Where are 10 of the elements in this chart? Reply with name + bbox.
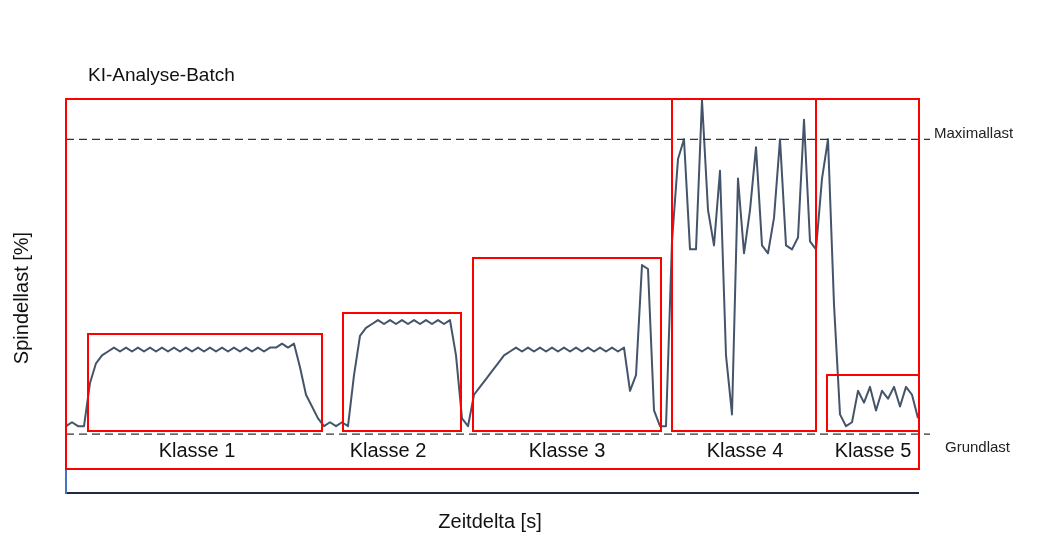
ref-line-label: Maximallast	[934, 124, 1015, 142]
annotation: Klasse 4	[705, 438, 785, 462]
annotation: Klasse 3	[527, 438, 607, 462]
ref-line-label: Grundlast	[945, 438, 1011, 456]
annotation: Klasse 5	[833, 438, 913, 462]
y-axis-title: Spindellast [%]	[9, 231, 32, 365]
annotation: Klasse 1	[157, 438, 237, 462]
text: KI-Analyse-Batch	[88, 63, 236, 87]
x-axis-title: Zeitdelta [s]	[438, 509, 542, 532]
annotation: Klasse 2	[348, 438, 428, 462]
